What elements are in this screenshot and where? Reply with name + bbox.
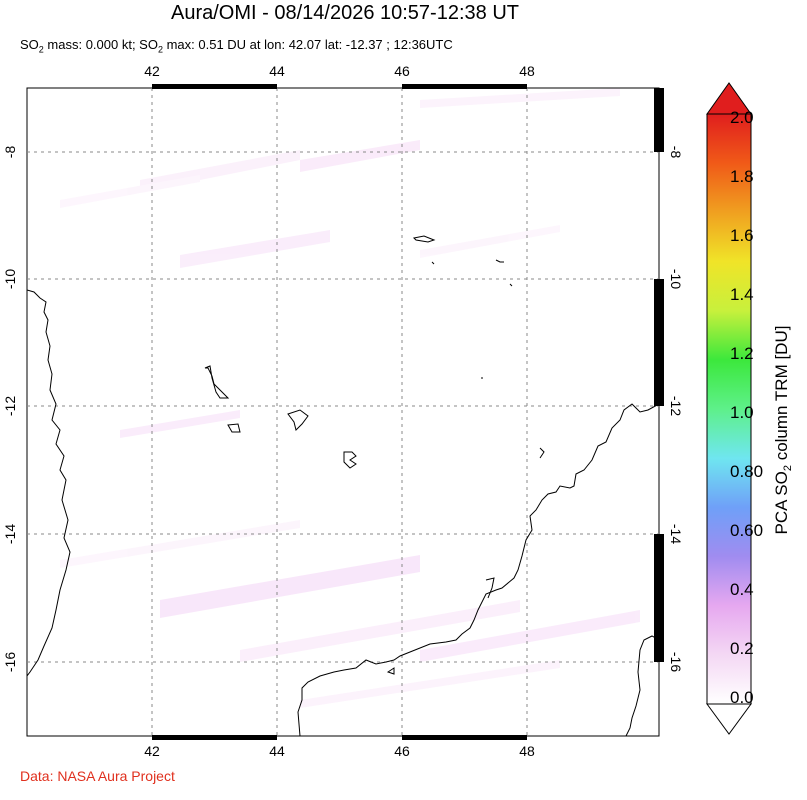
so2-retrieval-smears bbox=[60, 88, 640, 708]
colorbar-title: PCA SO2 column TRM [DU] bbox=[771, 325, 795, 535]
colorbar bbox=[706, 82, 752, 735]
lon-tick-top: 48 bbox=[519, 63, 535, 79]
lon-tick-bottom: 46 bbox=[394, 743, 410, 759]
gridlines bbox=[27, 88, 659, 736]
colorbar-label: 0.2 bbox=[730, 639, 754, 658]
colorbar-label: 1.6 bbox=[730, 226, 754, 245]
lat-tick-right: -14 bbox=[668, 524, 684, 544]
lon-tick-bottom: 48 bbox=[519, 743, 535, 759]
lon-tick-bottom: 42 bbox=[144, 743, 160, 759]
colorbar-label: 0.80 bbox=[730, 462, 764, 481]
coastlines bbox=[27, 235, 659, 736]
lat-tick-right: -12 bbox=[668, 396, 684, 416]
lat-tick-left: -10 bbox=[2, 269, 18, 289]
colorbar-label: 1.8 bbox=[730, 167, 754, 186]
lon-tick-top: 42 bbox=[144, 63, 160, 79]
lat-tick-right: -16 bbox=[668, 652, 684, 672]
data-credit: Data: NASA Aura Project bbox=[20, 768, 175, 784]
map-frame bbox=[26, 87, 660, 737]
colorbar-label: 0.60 bbox=[730, 521, 764, 540]
colorbar-label: 1.2 bbox=[730, 344, 754, 363]
lat-tick-right: -10 bbox=[668, 269, 684, 289]
lon-tick-top: 46 bbox=[394, 63, 410, 79]
lon-tick-top: 44 bbox=[269, 63, 285, 79]
map-title: Aura/OMI - 08/14/2026 10:57-12:38 UT bbox=[171, 2, 519, 24]
lat-tick-left: -12 bbox=[2, 396, 18, 416]
colorbar-label: 1.4 bbox=[730, 285, 754, 304]
lon-tick-bottom: 44 bbox=[269, 743, 285, 759]
colorbar-label: 0.0 bbox=[730, 688, 754, 707]
colorbar-bottom-arrow bbox=[706, 703, 752, 735]
lat-tick-left: -16 bbox=[2, 652, 18, 672]
lat-tick-right: -8 bbox=[668, 146, 684, 159]
colorbar-label: 1.0 bbox=[730, 403, 754, 422]
lat-tick-left: -14 bbox=[2, 524, 18, 544]
colorbar-label: 2.0 bbox=[730, 108, 754, 127]
lon-ticks: 42 44 46 48 42 44 46 48 bbox=[144, 63, 535, 759]
lat-ticks: -8 -10 -12 -14 -16 -8 -10 -12 -14 -16 bbox=[2, 146, 684, 673]
colorbar-label: 0.4 bbox=[730, 580, 754, 599]
map-subtitle: SO2 mass: 0.000 kt; SO2 max: 0.51 DU at … bbox=[20, 37, 453, 55]
lat-tick-left: -8 bbox=[2, 146, 18, 159]
map-border-bars bbox=[152, 84, 664, 740]
